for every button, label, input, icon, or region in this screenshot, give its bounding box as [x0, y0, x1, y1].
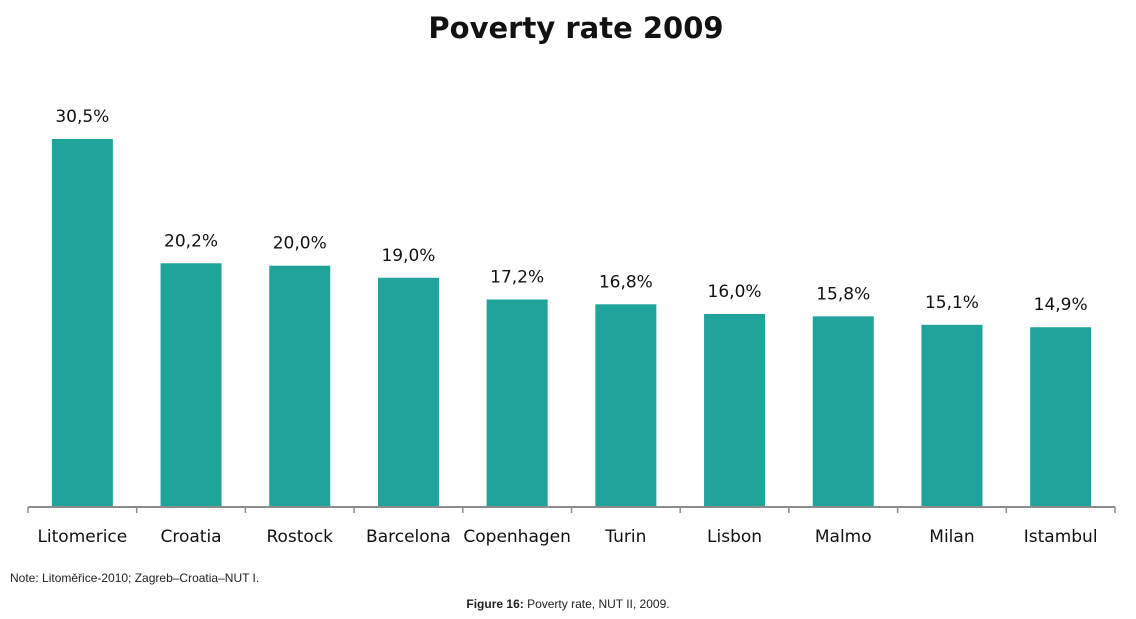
x-tick-label: Croatia	[160, 527, 221, 547]
bar-turin	[595, 304, 657, 507]
data-label: 15,1%	[925, 293, 979, 313]
x-tick-label: Turin	[604, 527, 646, 547]
x-tick-label: Istambul	[1024, 527, 1098, 547]
x-tick-label: Malmo	[815, 527, 872, 547]
data-label: 15,8%	[816, 284, 870, 304]
x-tick-label: Lisbon	[707, 527, 762, 547]
data-label: 30,5%	[55, 107, 109, 127]
x-tick-label: Milan	[929, 527, 974, 547]
bar-malmo	[812, 316, 874, 507]
bar-copenhagen	[486, 299, 548, 507]
bar-barcelona	[377, 277, 439, 507]
bar-rostock	[269, 265, 331, 507]
bar-lisbon	[704, 313, 766, 507]
x-tick-label: Litomerice	[37, 527, 127, 547]
x-tick-label: Barcelona	[366, 527, 451, 547]
data-label: 20,0%	[273, 234, 327, 254]
data-label: 16,8%	[599, 272, 653, 292]
data-label: 20,2%	[164, 231, 218, 251]
bar-istambul	[1030, 327, 1092, 507]
poverty-rate-bar-chart: Poverty rate 2009 30,5% Litomerice 20,2% Cr…	[27, 11, 1116, 547]
chart-title: Poverty rate 2009	[428, 11, 723, 45]
x-tick-label: Copenhagen	[463, 527, 571, 547]
data-label: 16,0%	[708, 282, 762, 302]
figure-caption-label: Figure 16:	[466, 597, 524, 611]
x-tick-label: Rostock	[266, 527, 333, 547]
chart-note: Note: Litoměřice-2010; Zagreb–Croatia–NU…	[10, 571, 260, 585]
bar-milan	[921, 324, 983, 507]
figure-caption-text: Poverty rate, NUT II, 2009.	[523, 597, 670, 611]
data-label: 17,2%	[490, 267, 544, 287]
data-label: 14,9%	[1034, 295, 1088, 315]
bar-litomerice	[51, 139, 113, 507]
bar-croatia	[160, 263, 222, 507]
figure-caption: Figure 16: Poverty rate, NUT II, 2009.	[0, 597, 1136, 611]
data-label: 19,0%	[381, 246, 435, 266]
